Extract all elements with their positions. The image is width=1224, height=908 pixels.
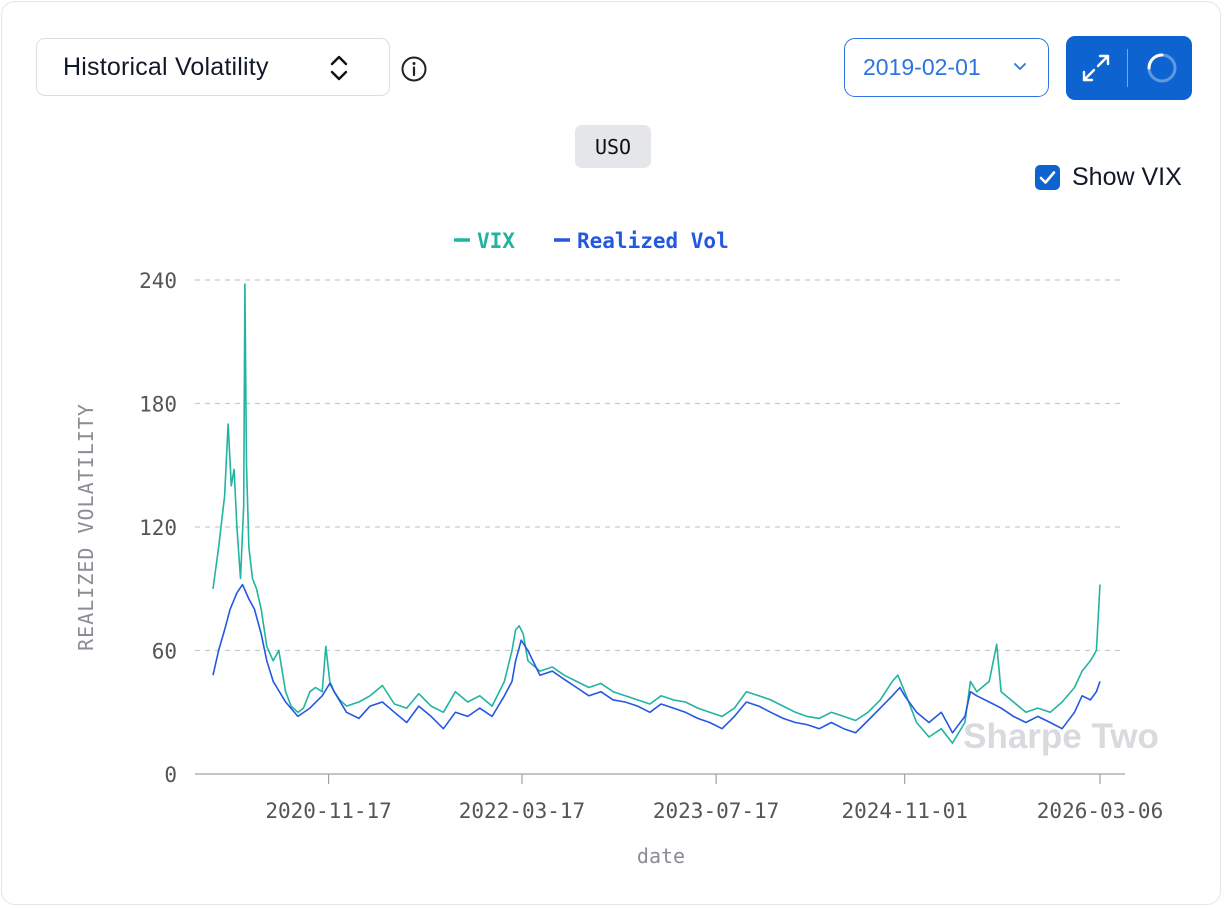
button-divider xyxy=(1127,49,1128,87)
chart-action-group xyxy=(1066,36,1192,100)
chart-grid xyxy=(195,279,1125,775)
x-axis-label: date xyxy=(637,844,685,868)
y-tick-label: 240 xyxy=(139,269,177,293)
start-date-value: 2019-02-01 xyxy=(863,54,981,80)
show-vix-toggle[interactable]: Show VIX xyxy=(1035,162,1182,192)
y-axis-label: REALIZED VOLATILITY xyxy=(74,403,98,651)
y-tick-label: 0 xyxy=(164,763,177,787)
expand-icon xyxy=(1082,54,1110,82)
y-tick-label: 180 xyxy=(139,393,177,417)
x-axis-ticks: 2020-11-17 2022-03-17 2023-07-17 2024-11-01… xyxy=(265,774,1163,823)
expand-button[interactable] xyxy=(1066,36,1126,100)
show-vix-label: Show VIX xyxy=(1072,162,1182,191)
series-realized-vol-line xyxy=(212,583,1101,734)
y-tick-label: 60 xyxy=(152,640,177,664)
loading-spinner-icon xyxy=(1147,53,1177,83)
chevron-down-icon xyxy=(1014,63,1026,70)
series-vix-line xyxy=(212,283,1101,744)
metric-select-label: Historical Volatility xyxy=(63,52,269,81)
watermark: Sharpe Two xyxy=(963,717,1159,756)
y-axis-ticks: 0 60 120 180 240 xyxy=(139,269,177,787)
ticker-badge: USO xyxy=(575,125,651,168)
start-date-select[interactable]: 2019-02-01 xyxy=(844,38,1049,97)
x-tick-label: 2023-07-17 xyxy=(653,799,779,823)
x-tick-label: 2022-03-17 xyxy=(459,799,585,823)
x-tick-label: 2026-03-06 xyxy=(1037,799,1163,823)
x-tick-label: 2020-11-17 xyxy=(265,799,391,823)
refresh-button[interactable] xyxy=(1132,36,1192,100)
x-tick-label: 2024-11-01 xyxy=(841,799,967,823)
show-vix-checkbox[interactable] xyxy=(1035,164,1060,190)
info-icon[interactable] xyxy=(400,55,428,83)
chart-series xyxy=(212,283,1101,744)
y-tick-label: 120 xyxy=(139,516,177,540)
checkmark-icon xyxy=(1039,170,1056,184)
legend-vix-label: VIX xyxy=(477,229,515,253)
chevron-up-down-icon xyxy=(330,55,348,81)
metric-select[interactable]: Historical Volatility xyxy=(36,38,390,96)
legend-realized-label: Realized Vol xyxy=(577,229,729,253)
chart-legend: VIX Realized Vol xyxy=(454,229,729,253)
